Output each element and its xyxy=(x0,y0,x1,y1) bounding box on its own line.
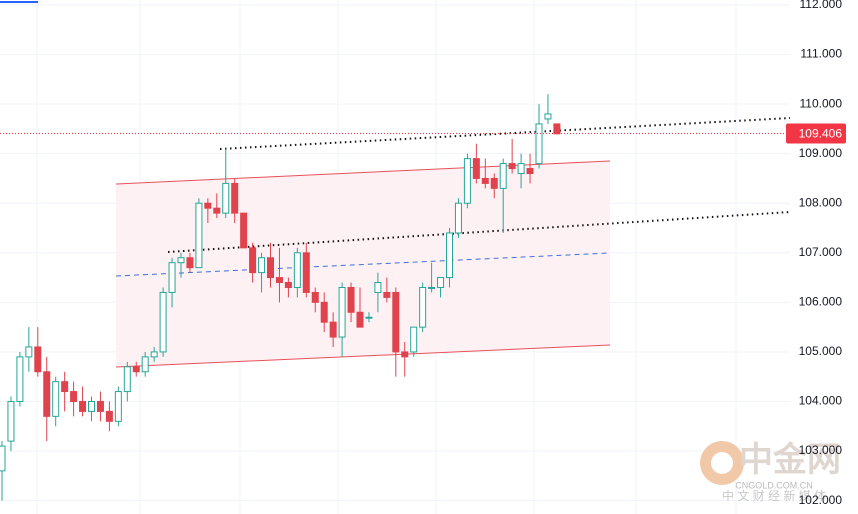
candle-body xyxy=(249,247,257,274)
last-price-box xyxy=(786,123,846,144)
candle-body xyxy=(177,257,185,264)
candle-body xyxy=(347,286,355,313)
candle-body xyxy=(79,400,87,412)
candle-body xyxy=(526,168,534,174)
candle-body xyxy=(356,311,364,328)
candle-body xyxy=(123,366,131,393)
candle-body xyxy=(114,391,122,422)
candle-body xyxy=(159,291,167,353)
candle-body xyxy=(34,346,42,373)
candle-body xyxy=(463,158,471,204)
candle-body xyxy=(437,277,445,288)
candle-body xyxy=(132,366,140,373)
candle-body xyxy=(410,326,418,353)
candle-body xyxy=(338,286,346,338)
candle-body xyxy=(490,177,498,189)
y-tick-label: 111.000 xyxy=(800,47,842,61)
y-tick-label: 105.000 xyxy=(799,344,843,358)
candle-body xyxy=(481,177,489,184)
watermark-name: 中金网 xyxy=(739,440,841,479)
candle-body xyxy=(535,123,543,165)
candle-body xyxy=(150,351,158,358)
candle-body xyxy=(231,182,239,214)
candle-body xyxy=(454,202,462,234)
candle-body xyxy=(275,277,283,284)
candle-body xyxy=(195,202,203,269)
candle-body xyxy=(186,257,194,269)
candle-body xyxy=(419,286,427,328)
y-tick-label: 102.000 xyxy=(799,493,843,507)
candle-body xyxy=(61,381,69,393)
candle-body xyxy=(508,163,516,170)
watermark-site: CNGOLD.COM.CN xyxy=(735,480,813,490)
watermark-slogan: 中 文 财 经 新 媒 体 xyxy=(722,488,826,503)
candle-body xyxy=(401,351,409,358)
candle-body xyxy=(365,316,373,319)
candle-body xyxy=(70,391,78,402)
y-tick-label: 109.000 xyxy=(799,146,843,160)
candle-body xyxy=(267,257,274,279)
channel-lower xyxy=(115,344,611,368)
candle-body xyxy=(284,282,292,288)
candle-body xyxy=(383,291,391,298)
y-tick-label: 110.000 xyxy=(800,96,843,110)
watermark: 中金网 CNGOLD.COM.CN 中 文 财 经 新 媒 体 xyxy=(700,440,841,503)
candle-body xyxy=(517,163,525,174)
last-price-label: 109.406 xyxy=(799,127,843,141)
candle-body xyxy=(374,282,382,293)
y-tick-label: 104.000 xyxy=(799,394,843,408)
channel-mid xyxy=(115,252,611,277)
candle-body xyxy=(0,445,6,472)
candle-body xyxy=(311,291,319,303)
candle-body xyxy=(320,301,328,323)
channel-upper xyxy=(115,160,611,185)
y-tick-label: 106.000 xyxy=(799,295,843,309)
candle-body xyxy=(43,371,51,417)
candle-body xyxy=(96,400,104,412)
y-tick-label: 108.000 xyxy=(799,195,843,209)
y-tick-label: 107.000 xyxy=(799,245,843,259)
candle-body xyxy=(25,346,33,358)
candle-body xyxy=(472,158,480,179)
candle-body xyxy=(329,321,337,338)
y-tick-label: 103.000 xyxy=(799,443,843,457)
candle-body xyxy=(52,381,60,417)
candle-body xyxy=(204,202,212,209)
candle-body xyxy=(293,252,301,288)
candle-body xyxy=(553,123,561,135)
candle-body xyxy=(222,182,230,214)
candle-body xyxy=(428,286,436,289)
candle-body xyxy=(105,410,113,422)
candle-body xyxy=(446,232,453,279)
candle-body xyxy=(392,291,400,353)
candle-body xyxy=(16,356,24,402)
y-tick-label: 112.000 xyxy=(800,0,843,11)
candle-body xyxy=(499,163,507,189)
candle-body xyxy=(168,262,176,293)
candle-body xyxy=(213,207,221,214)
candle-body xyxy=(88,400,95,412)
candle-body xyxy=(240,212,248,249)
candle-body xyxy=(258,257,266,274)
candle-body xyxy=(7,400,15,442)
candle-body xyxy=(544,113,552,120)
candle-body xyxy=(141,356,149,373)
candle-body xyxy=(302,252,310,293)
